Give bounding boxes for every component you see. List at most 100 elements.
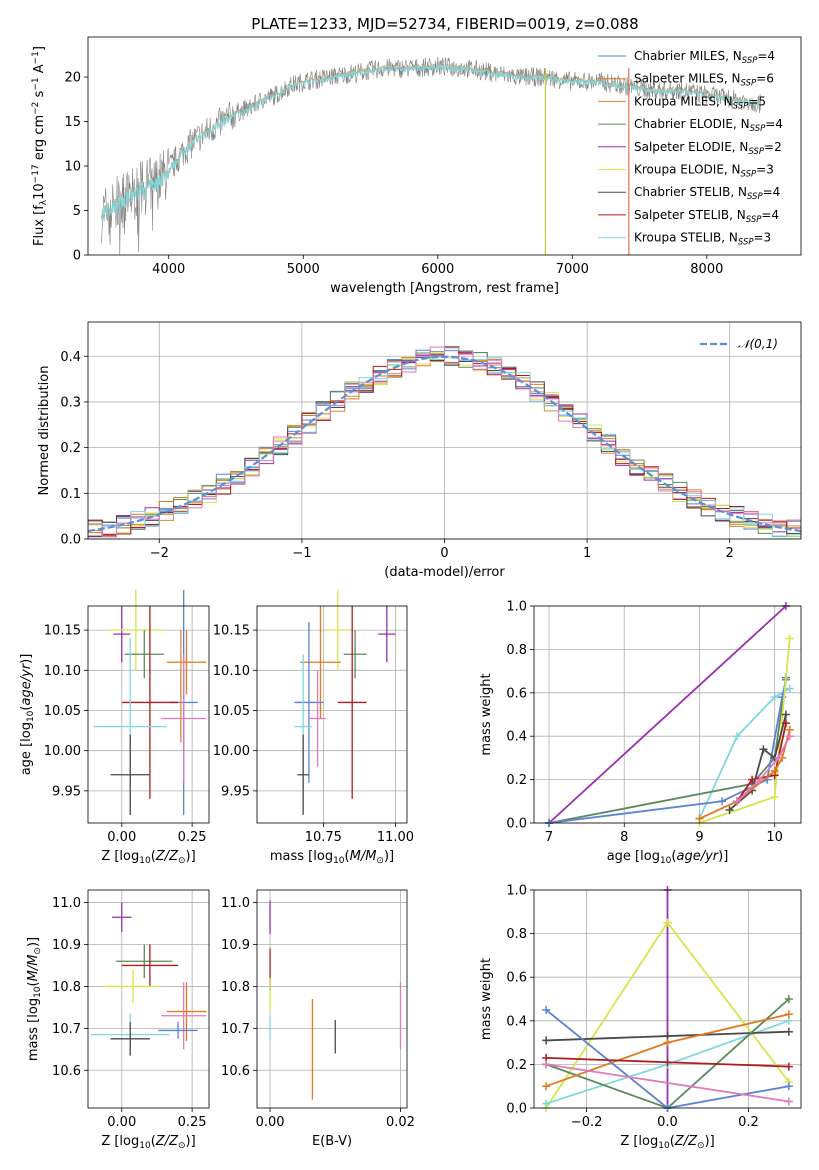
mass_weight_vs_age-xtick-label: 7 <box>545 830 553 845</box>
mass_weight_vs_Z-xlabel-part: Z/Z <box>674 1134 698 1149</box>
age_vs_mass-frame <box>256 605 408 824</box>
mass_weight_vs_Z-xlabel-part: Z [log <box>620 1134 658 1149</box>
age_vs_Z-ylabel: age [log10(age/yr)] <box>19 654 36 776</box>
mass_vs_EBV-ytick-label: 10.8 <box>221 980 250 995</box>
spectrum-ylabel-part: −2 <box>31 102 41 115</box>
mass_weight_vs_age-marker <box>748 775 757 784</box>
mass_vs_Z-ytick-label: 11.0 <box>52 896 81 911</box>
mass_weight_vs_age-ytick-label: 0.2 <box>506 773 527 788</box>
mass_weight_vs_age-marker <box>781 710 790 719</box>
residuals-ytick-label: 0.4 <box>60 350 81 365</box>
mass_weight_vs_age-xlabel-part: )] <box>718 849 728 864</box>
age_vs_Z-xlabel-part: 10 <box>139 856 151 866</box>
legend-label: Kroupa STELIB, N <box>634 231 738 245</box>
mass_weight_vs_Z-xtick-label: 0.2 <box>738 1115 759 1130</box>
age_vs_mass-point <box>343 630 367 679</box>
spectrum-legend-item: Chabrier ELODIE, NSSP=4 <box>634 117 783 134</box>
spectrum-legend-item: Salpeter MILES, NSSP=6 <box>634 72 774 89</box>
spectrum-ylabel-part: −1 <box>31 51 41 64</box>
mass_vs_EBV-xtick-label: 0.00 <box>256 1115 285 1130</box>
age_vs_Z-ytick-label: 9.95 <box>52 784 81 799</box>
spectrum-frame <box>87 36 802 256</box>
mass_weight_vs_age-line <box>736 735 791 802</box>
mass_weight_vs_Z-marker <box>784 995 793 1003</box>
mass_vs_Z-point <box>166 982 207 1041</box>
spectrum-legend-item: Chabrier STELIB, NSSP=4 <box>634 185 780 202</box>
mass_weight_vs_age-line <box>548 605 787 824</box>
residuals-xtick-label: 1 <box>583 546 591 561</box>
mass_weight_vs_age-ytick-label: 1.0 <box>506 600 527 615</box>
mass_weight_vs_Z-marker <box>784 1062 793 1071</box>
mass_weight_vs_Z-ytick-label: 0.6 <box>506 971 527 986</box>
mass_weight_vs_Z-ytick-label: 0.8 <box>506 927 527 942</box>
age_vs_Z-frame <box>87 605 210 824</box>
age_vs_Z-xlabel: Z [log10(Z/Z⊙)] <box>101 849 195 866</box>
mass_weight_vs_Z-marker <box>542 1082 551 1091</box>
spectrum-ylabel-part: ] <box>32 46 47 51</box>
age_vs_Z-point <box>113 606 131 663</box>
mass_weight_vs_age-marker <box>755 775 764 784</box>
mass_weight_vs_age-marker <box>781 719 790 728</box>
legend-sub: SSP <box>742 56 758 66</box>
mass_vs_Z-ytick-label: 10.9 <box>52 938 81 953</box>
mass_weight_vs_Z-xlabel-part: ( <box>670 1134 675 1149</box>
spectrum-ylabel-part: erg cm <box>32 115 47 164</box>
mass_weight_vs_age-ylabel-part: mass weight <box>479 673 494 755</box>
residuals-xtick-label: 0 <box>440 546 448 561</box>
age_vs_mass-ytick-label: 9.95 <box>221 784 250 799</box>
legend-sub: SSP <box>750 124 766 134</box>
mass_weight_vs_Z-frame <box>533 889 802 1109</box>
mass_vs_Z-xlabel-part: Z [log <box>101 1134 139 1149</box>
age_vs_mass-point <box>326 589 350 671</box>
age_vs_Z-ytick-label: 10.05 <box>44 704 81 719</box>
mass_weight_vs_age-line <box>736 722 787 802</box>
mass_vs_Z-ylabel-part: ( <box>26 981 41 986</box>
age_vs_Z-ytick-label: 10.10 <box>44 664 81 679</box>
mass_weight_vs_age-ytick-label: 0.4 <box>506 730 527 745</box>
age_vs_Z-points <box>93 589 207 815</box>
mass_vs_Z-point <box>104 969 162 1004</box>
age_vs_mass-xlabel-part: ( <box>345 849 350 864</box>
spectrum-ytick-label: 0 <box>73 249 81 264</box>
mass_weight_vs_age-marker <box>695 814 704 823</box>
mass_vs_EBV-ytick-label: 11.0 <box>221 896 250 911</box>
mass_weight_vs_Z-marker <box>784 1010 793 1019</box>
mass_weight_vs_age-marker <box>770 792 779 801</box>
mass_weight_vs_Z-line <box>546 1063 789 1103</box>
legend-label: Kroupa ELODIE, N <box>634 163 741 177</box>
legend-sub: SSP <box>741 79 757 89</box>
residuals-ylabel-part: Normed distribution <box>37 366 52 496</box>
spectrum-ytick-label: 15 <box>64 115 81 130</box>
mass_vs_EBV-frame <box>256 889 408 1109</box>
age_vs_mass-xlabel-part: 10 <box>333 856 345 866</box>
mass_vs_Z-point <box>111 902 132 932</box>
mass_weight_vs_Z-xlabel-part: )] <box>705 1134 715 1149</box>
spectrum-ytick-label: 5 <box>73 204 81 219</box>
mass_weight_vs_age-marker <box>785 732 794 741</box>
mass_weight_vs_Z-marker <box>542 1005 551 1014</box>
mass_weight_vs_age-frame <box>533 605 802 824</box>
mass_vs_Z-ytick-label: 10.8 <box>52 980 81 995</box>
residuals-xlabel: (data-model)/error <box>384 565 505 580</box>
mass_weight_vs_Z-ytick-label: 1.0 <box>506 884 527 899</box>
spectrum-ytick-label: 20 <box>64 71 81 86</box>
mass_weight_vs_age-line <box>698 687 791 820</box>
mass_weight_vs_age-ytick-label: 0.8 <box>506 643 527 658</box>
spectrum-xtick-label: 4000 <box>152 262 185 277</box>
legend-sub: SSP <box>741 170 757 180</box>
mass_vs_EBV-points <box>269 900 402 1100</box>
age_vs_mass-point <box>337 606 367 799</box>
mass_vs_Z-xlabel-part: Z/Z <box>155 1134 179 1149</box>
age_vs_Z-xtick-label: 0.00 <box>107 830 136 845</box>
mass_vs_Z-ylabel-part: 10 <box>33 986 43 998</box>
mass_weight_vs_age-line <box>548 677 787 824</box>
age_vs_Z-xlabel-part: Z [log <box>101 849 139 864</box>
age_vs_mass-points <box>294 589 396 815</box>
age_vs_Z-ylabel-part: age [log <box>19 722 34 775</box>
residual-legend-label: 𝒩(0,1) <box>738 337 778 351</box>
legend-suffix: =5 <box>748 94 766 108</box>
mass_weight_vs_Z-ytick-label: 0.4 <box>506 1014 527 1029</box>
age_vs_mass-xlabel-part: M/M <box>350 849 377 864</box>
spectrum-legend-item: Chabrier MILES, NSSP=4 <box>634 49 775 66</box>
residuals-frame <box>87 321 802 540</box>
